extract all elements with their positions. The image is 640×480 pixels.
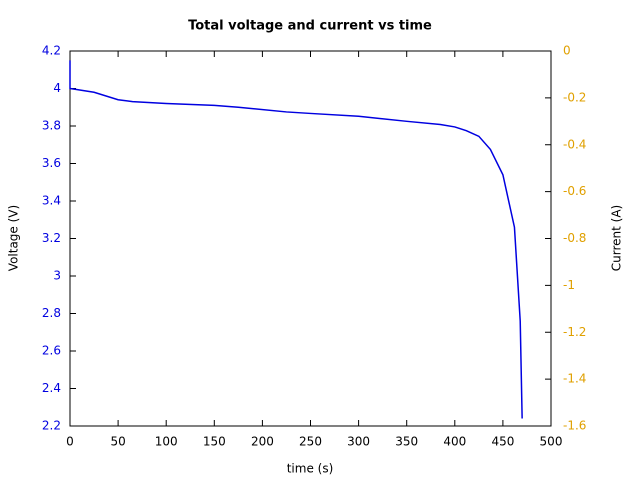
chart-title: Total voltage and current vs time — [188, 19, 432, 34]
y2-tick-label: -1 — [563, 278, 575, 292]
x-tick-label: 150 — [203, 435, 226, 449]
y2-tick-label: -0.6 — [563, 184, 586, 198]
x-tick-label: 50 — [110, 435, 125, 449]
y-tick-label: 2.2 — [42, 419, 61, 433]
y-tick-label: 3.6 — [42, 156, 61, 170]
x-tick-label: 400 — [443, 435, 466, 449]
x-tick-label: 100 — [155, 435, 178, 449]
x-tick-label: 0 — [66, 435, 74, 449]
y-tick-label: 3.4 — [42, 194, 61, 208]
x-tick-label: 500 — [540, 435, 563, 449]
x-tick-label: 300 — [347, 435, 370, 449]
x-tick-label: 200 — [251, 435, 274, 449]
plot-frame — [69, 50, 552, 427]
x-tick-label: 450 — [491, 435, 514, 449]
y2-tick-label: -0.4 — [563, 137, 586, 151]
y-tick-label: 3.2 — [42, 231, 61, 245]
x-tick-label: 250 — [299, 435, 322, 449]
y2-tick-label: 0 — [563, 44, 571, 58]
data-line — [69, 60, 523, 419]
y2-tick-label: -1.4 — [563, 372, 586, 386]
y-tick-label: 4.2 — [42, 44, 61, 58]
y2-tick-label: -0.2 — [563, 90, 586, 104]
y-tick-label: 4 — [53, 81, 61, 95]
y2-tick-label: -1.2 — [563, 325, 586, 339]
y-tick-label: 2.8 — [42, 306, 61, 320]
y-tick-label: 3 — [53, 269, 61, 283]
y2-tick-label: -0.8 — [563, 231, 586, 245]
x-tick-label: 350 — [395, 435, 418, 449]
y-tick-label: 2.4 — [42, 381, 61, 395]
y-tick-label: 3.8 — [42, 119, 61, 133]
x-axis-label: time (s) — [287, 462, 334, 476]
y2-axis-label: Current (A) — [610, 205, 624, 271]
y-axis-label: Voltage (V) — [7, 205, 21, 271]
y2-tick-label: -1.6 — [563, 419, 586, 433]
y-tick-label: 2.6 — [42, 344, 61, 358]
